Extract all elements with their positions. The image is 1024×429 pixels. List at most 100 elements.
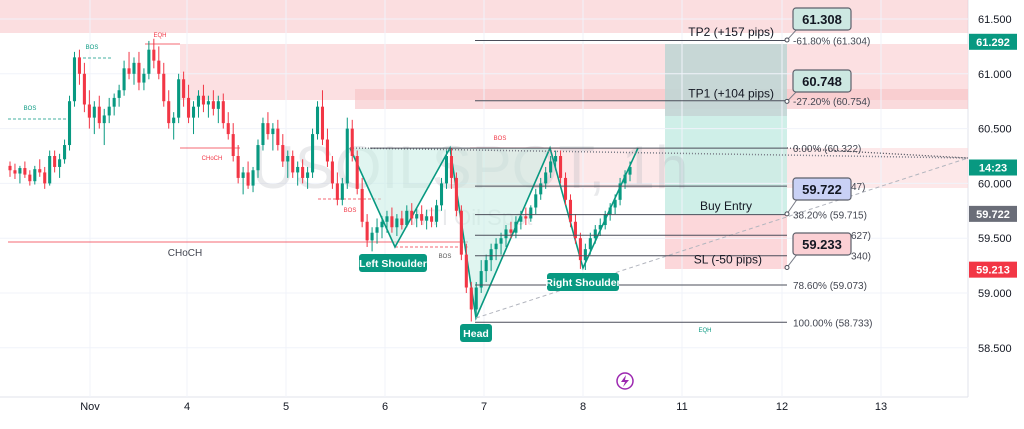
candle[interactable]	[563, 172, 568, 206]
candle[interactable]	[385, 210, 389, 233]
candle[interactable]	[345, 117, 349, 189]
candle[interactable]	[53, 150, 57, 173]
candle[interactable]	[261, 117, 265, 151]
candle[interactable]	[529, 205, 533, 222]
candle[interactable]	[43, 166, 47, 189]
candle[interactable]	[464, 243, 468, 293]
candle[interactable]	[608, 203, 612, 221]
candle[interactable]	[286, 150, 290, 178]
candle[interactable]	[499, 232, 503, 255]
candle[interactable]	[350, 119, 354, 162]
candle[interactable]	[474, 282, 478, 315]
candle[interactable]	[415, 207, 419, 228]
candle[interactable]	[48, 150, 52, 186]
candle[interactable]	[102, 108, 106, 146]
candle[interactable]	[177, 73, 181, 124]
candle[interactable]	[449, 148, 453, 189]
candle[interactable]	[549, 156, 553, 178]
candle[interactable]	[320, 90, 325, 146]
candle[interactable]	[291, 150, 295, 178]
candle[interactable]	[489, 243, 493, 272]
candle[interactable]	[420, 205, 424, 226]
candle[interactable]	[67, 95, 72, 151]
candle[interactable]	[514, 216, 518, 239]
candle[interactable]	[187, 84, 191, 124]
candle[interactable]	[430, 207, 434, 228]
candle[interactable]	[459, 205, 463, 261]
candle[interactable]	[578, 232, 582, 269]
callout-tp1[interactable]: TP1 (+104 pips) 60.748	[688, 69, 852, 104]
candle[interactable]	[23, 161, 27, 178]
candle[interactable]	[107, 97, 111, 124]
candle[interactable]	[360, 177, 364, 228]
candle[interactable]	[325, 128, 329, 167]
candle[interactable]	[524, 207, 528, 226]
candle[interactable]	[618, 177, 622, 206]
price-tag[interactable]: 61.292	[969, 33, 1017, 50]
candle[interactable]	[628, 161, 632, 182]
candle[interactable]	[77, 49, 81, 85]
candle[interactable]	[554, 150, 558, 171]
candle[interactable]	[439, 177, 444, 211]
candle[interactable]	[425, 209, 429, 230]
candle[interactable]	[137, 51, 141, 91]
candle[interactable]	[355, 150, 359, 195]
candle[interactable]	[365, 214, 369, 247]
candle[interactable]	[504, 225, 508, 247]
candle[interactable]	[211, 90, 215, 116]
candle[interactable]	[256, 139, 260, 178]
candle[interactable]	[38, 159, 42, 177]
candle[interactable]	[539, 177, 543, 200]
candle[interactable]	[410, 203, 414, 226]
candle[interactable]	[311, 128, 315, 178]
callout-buy[interactable]: Buy Entry 59.722	[700, 177, 852, 217]
candle[interactable]	[519, 210, 523, 230]
candle[interactable]	[559, 150, 563, 184]
candle[interactable]	[375, 218, 379, 244]
candle[interactable]	[206, 95, 210, 118]
candle[interactable]	[603, 210, 607, 230]
candle[interactable]	[117, 84, 121, 107]
candle[interactable]	[152, 38, 156, 69]
candle[interactable]	[266, 112, 270, 140]
candle[interactable]	[182, 71, 186, 107]
candle[interactable]	[167, 90, 171, 129]
candle[interactable]	[122, 60, 126, 96]
candle[interactable]	[315, 101, 320, 140]
candle[interactable]	[201, 84, 205, 113]
candle[interactable]	[221, 93, 225, 129]
candle[interactable]	[296, 161, 300, 186]
callout-tp2[interactable]: TP2 (+157 pips) 61.308	[688, 7, 852, 43]
candle[interactable]	[28, 170, 32, 186]
candle[interactable]	[251, 166, 255, 193]
price-tag[interactable]: 59.722	[969, 205, 1017, 222]
candle[interactable]	[405, 205, 409, 228]
candle[interactable]	[8, 161, 12, 177]
candle[interactable]	[613, 194, 617, 215]
candle[interactable]	[588, 232, 592, 255]
candle[interactable]	[112, 93, 116, 116]
candle[interactable]	[395, 214, 399, 237]
candle[interactable]	[72, 51, 77, 107]
candle[interactable]	[18, 165, 22, 184]
candle[interactable]	[573, 214, 577, 244]
candle[interactable]	[33, 165, 37, 185]
candle[interactable]	[330, 156, 334, 189]
candle[interactable]	[583, 243, 587, 270]
candle[interactable]	[271, 123, 275, 151]
candle[interactable]	[58, 153, 62, 178]
candle[interactable]	[236, 145, 240, 184]
candle[interactable]	[281, 134, 285, 167]
candle[interactable]	[335, 172, 339, 206]
lightning-icon[interactable]	[616, 372, 634, 390]
candle[interactable]	[241, 166, 245, 195]
candle[interactable]	[469, 282, 473, 322]
candle[interactable]	[370, 227, 374, 252]
candle[interactable]	[306, 166, 310, 189]
candle[interactable]	[380, 216, 384, 239]
candle[interactable]	[231, 123, 235, 162]
candle[interactable]	[127, 51, 131, 80]
candle[interactable]	[87, 90, 91, 129]
candle[interactable]	[216, 95, 220, 124]
